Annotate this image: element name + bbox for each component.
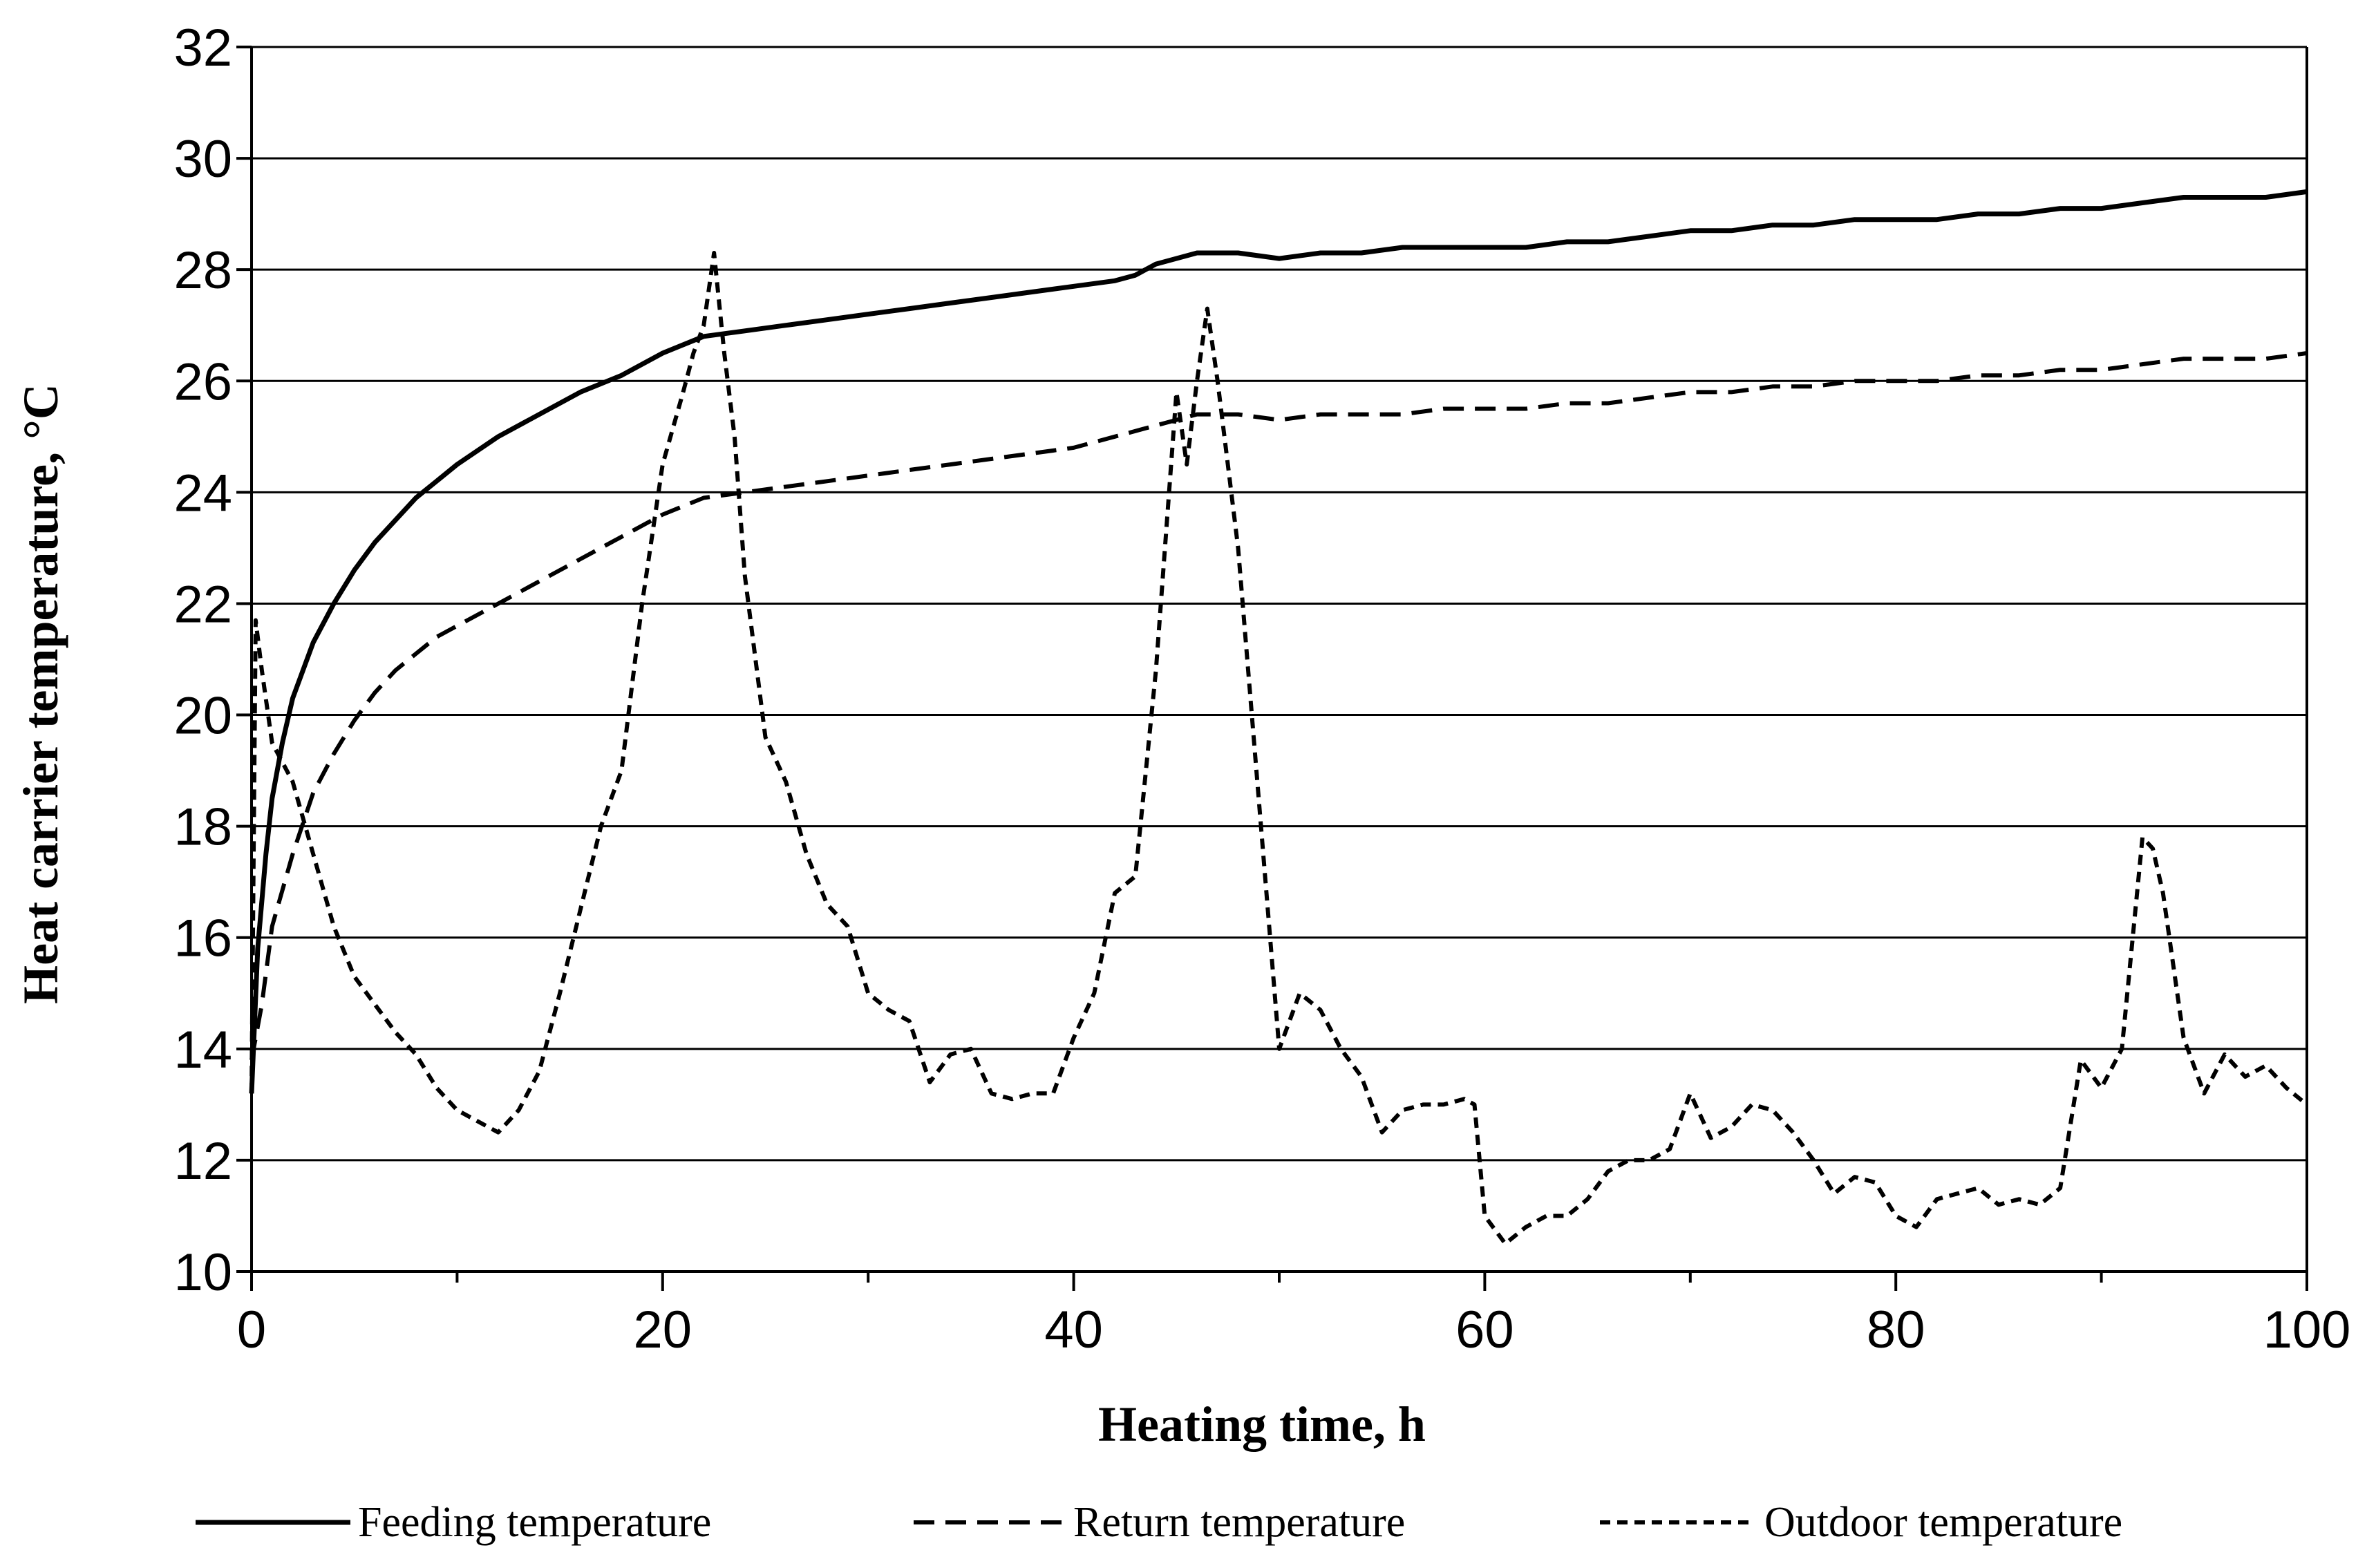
y-tick-label-14: 14	[173, 1021, 232, 1079]
y-tick-label-30: 30	[173, 130, 232, 189]
y-tick-label-10: 10	[173, 1243, 232, 1302]
x-tick-label-20: 20	[634, 1301, 692, 1359]
x-tick-label-40: 40	[1044, 1301, 1103, 1359]
x-axis-ticks: 0 20 40 60 80 100	[237, 1272, 2351, 1359]
y-tick-label-20: 20	[173, 687, 232, 746]
y-tick-label-24: 24	[173, 464, 232, 522]
x-tick-label-80: 80	[1867, 1301, 1925, 1359]
legend-label-outdoor-temperature: Outdoor temperature	[1764, 1499, 2122, 1546]
gridlines	[252, 46, 2307, 1162]
y-tick-label-28: 28	[173, 241, 232, 300]
series-line-outdoor-temperature	[249, 251, 2308, 1246]
x-tick-label-0: 0	[237, 1301, 266, 1359]
legend: Feeding temperature Return temperature Out…	[196, 1499, 2122, 1546]
legend-label-feeding-temperature: Feeding temperature	[358, 1499, 711, 1546]
x-tick-label-60: 60	[1455, 1301, 1514, 1359]
y-axis-ticks: 10 12 14 16 18 20 22 24 26 28 30 32	[173, 19, 252, 1302]
x-tick-label-100: 100	[2263, 1301, 2351, 1359]
y-tick-label-16: 16	[173, 909, 232, 968]
x-axis-title: Heating time, h	[1098, 1397, 1426, 1452]
legend-label-return-temperature: Return temperature	[1073, 1499, 1405, 1546]
y-axis-title: Heat carrier temperature, °C	[13, 384, 68, 1004]
y-tick-label-32: 32	[173, 19, 232, 77]
series-line-feeding-temperature	[249, 189, 2308, 1094]
series-line-return-temperature	[249, 351, 2308, 1061]
y-tick-label-26: 26	[173, 352, 232, 411]
y-tick-label-22: 22	[173, 575, 232, 634]
y-tick-label-18: 18	[173, 798, 232, 857]
y-tick-label-12: 12	[173, 1132, 232, 1191]
series-lines	[249, 189, 2308, 1246]
axes	[250, 47, 2308, 1273]
